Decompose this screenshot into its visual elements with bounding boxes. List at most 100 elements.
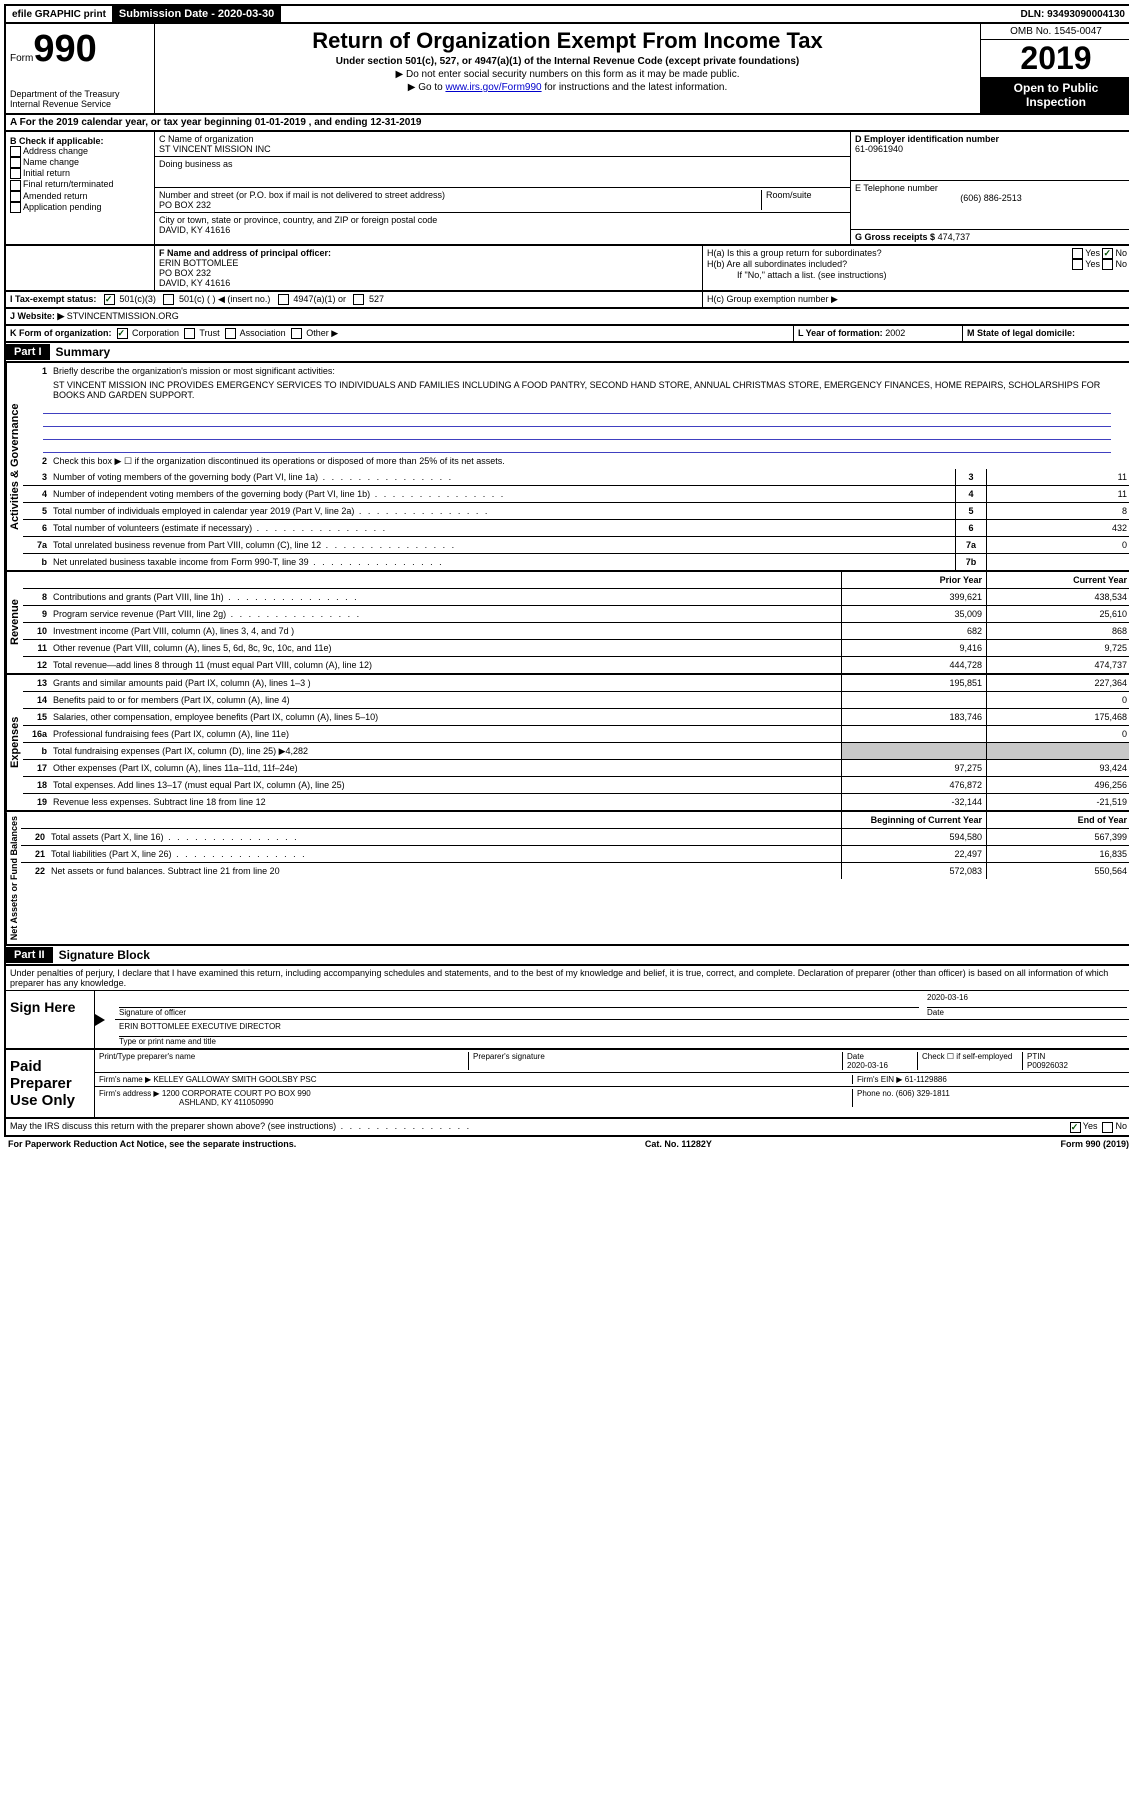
mission-text: ST VINCENT MISSION INC PROVIDES EMERGENC… <box>51 379 1129 401</box>
room-suite-label: Room/suite <box>761 190 846 210</box>
line-15: Salaries, other compensation, employee b… <box>51 711 841 723</box>
cb-other[interactable] <box>291 328 302 339</box>
cb-corp[interactable] <box>117 328 128 339</box>
part-1-header: Part I Summary <box>4 343 1129 363</box>
paid-preparer-label: Paid Preparer Use Only <box>6 1050 95 1117</box>
entity-info: B Check if applicable: Address change Na… <box>4 132 1129 246</box>
tax-year-line: A For the 2019 calendar year, or tax yea… <box>4 115 1129 132</box>
footer-left: For Paperwork Reduction Act Notice, see … <box>8 1139 296 1149</box>
p9: 35,009 <box>841 606 986 622</box>
governance-label: Activities & Governance <box>6 363 23 570</box>
discuss-no[interactable] <box>1102 1122 1113 1133</box>
val-5: 8 <box>986 503 1129 519</box>
website-value: STVINCENTMISSION.ORG <box>67 311 179 321</box>
firm-addr-label: Firm's address ▶ <box>99 1089 160 1098</box>
footer-mid: Cat. No. 11282Y <box>645 1139 712 1149</box>
p11: 9,416 <box>841 640 986 656</box>
preparer-sig-label: Preparer's signature <box>469 1052 843 1070</box>
p16b <box>841 743 986 759</box>
website-row: J Website: ▶ STVINCENTMISSION.ORG <box>4 309 1129 326</box>
line-17: Other expenses (Part IX, column (A), lin… <box>51 762 841 774</box>
name-title-label: Type or print name and title <box>119 1036 1127 1046</box>
expenses-section: Expenses 13Grants and similar amounts pa… <box>4 675 1129 812</box>
line-12: Total revenue—add lines 8 through 11 (mu… <box>51 659 841 671</box>
i-label: I Tax-exempt status: <box>10 294 96 304</box>
hb-no[interactable] <box>1102 259 1113 270</box>
cb-name-change[interactable]: Name change <box>10 157 150 168</box>
org-name: ST VINCENT MISSION INC <box>159 144 846 154</box>
hb-yes[interactable] <box>1072 259 1083 270</box>
sign-here-section: Sign Here Signature of officer 2020-03-1… <box>4 991 1129 1050</box>
c12: 474,737 <box>986 657 1129 673</box>
discuss-yes[interactable] <box>1070 1122 1081 1133</box>
p17: 97,275 <box>841 760 986 776</box>
cb-amended[interactable]: Amended return <box>10 191 150 202</box>
ptin-value: P00926032 <box>1027 1061 1068 1070</box>
cb-address-change[interactable]: Address change <box>10 146 150 157</box>
val-7a: 0 <box>986 537 1129 553</box>
footer-right: Form 990 (2019) <box>1060 1139 1129 1149</box>
submission-date: Submission Date - 2020-03-30 <box>113 6 281 22</box>
open-public-badge: Open to Public Inspection <box>981 77 1129 113</box>
line-20: Total assets (Part X, line 16) <box>49 831 841 843</box>
officer-name-title: ERIN BOTTOMLEE EXECUTIVE DIRECTOR <box>119 1022 1127 1036</box>
prior-year-header: Prior Year <box>841 572 986 588</box>
ein-label: D Employer identification number <box>855 134 1127 144</box>
self-employed-check[interactable]: Check ☐ if self-employed <box>918 1052 1023 1070</box>
cb-501c[interactable] <box>163 294 174 305</box>
dba-label: Doing business as <box>159 159 846 169</box>
l-value: 2002 <box>885 328 905 338</box>
c15: 175,468 <box>986 709 1129 725</box>
sign-here-label: Sign Here <box>6 991 95 1048</box>
cb-pending[interactable]: Application pending <box>10 202 150 213</box>
p14 <box>841 692 986 708</box>
p21: 22,497 <box>841 846 986 862</box>
ha-no[interactable] <box>1102 248 1113 259</box>
line-5: Total number of individuals employed in … <box>51 505 955 517</box>
p13: 195,851 <box>841 675 986 691</box>
hb-note: If "No," attach a list. (see instruction… <box>707 270 1127 280</box>
line-18: Total expenses. Add lines 13–17 (must eq… <box>51 779 841 791</box>
cb-527[interactable] <box>353 294 364 305</box>
p16a <box>841 726 986 742</box>
c8: 438,534 <box>986 589 1129 605</box>
line-7b: Net unrelated business taxable income fr… <box>51 556 955 568</box>
f-label: F Name and address of principal officer: <box>159 248 698 258</box>
cb-4947[interactable] <box>278 294 289 305</box>
prep-date-value: 2020-03-16 <box>847 1061 888 1070</box>
l-label: L Year of formation: <box>798 328 883 338</box>
c16b <box>986 743 1129 759</box>
subtitle-1: Under section 501(c), 527, or 4947(a)(1)… <box>159 56 976 67</box>
cb-final-return[interactable]: Final return/terminated <box>10 179 150 190</box>
phone-value: (606) 886-2513 <box>855 193 1127 203</box>
officer-group-row: F Name and address of principal officer:… <box>4 246 1129 292</box>
firm-phone-label: Phone no. <box>857 1089 893 1098</box>
irs-label: Internal Revenue Service <box>10 99 150 109</box>
p12: 444,728 <box>841 657 986 673</box>
form-header: Form990 Department of the Treasury Inter… <box>4 24 1129 115</box>
cb-initial-return[interactable]: Initial return <box>10 168 150 179</box>
ha-yes[interactable] <box>1072 248 1083 259</box>
c17: 93,424 <box>986 760 1129 776</box>
gross-receipts-label: G Gross receipts $ <box>855 232 935 242</box>
val-6: 432 <box>986 520 1129 536</box>
irs-link[interactable]: www.irs.gov/Form990 <box>445 82 541 93</box>
hc-label: H(c) Group exemption number ▶ <box>703 292 1129 307</box>
org-city: DAVID, KY 41616 <box>159 225 846 235</box>
dln: DLN: 93493090004130 <box>1014 6 1129 22</box>
current-year-header: Current Year <box>986 572 1129 588</box>
revenue-label: Revenue <box>6 572 23 673</box>
p22: 572,083 <box>841 863 986 879</box>
val-4: 11 <box>986 486 1129 502</box>
sig-officer-label: Signature of officer <box>119 1007 919 1017</box>
val-7b <box>986 554 1129 570</box>
efile-print-btn[interactable]: efile GRAPHIC print <box>6 6 113 22</box>
ha-label: H(a) Is this a group return for subordin… <box>707 248 882 259</box>
officer-addr1: PO BOX 232 <box>159 268 698 278</box>
cb-501c3[interactable] <box>104 294 115 305</box>
tax-status-row: I Tax-exempt status: 501(c)(3) 501(c) ( … <box>4 292 1129 309</box>
c14: 0 <box>986 692 1129 708</box>
cb-assoc[interactable] <box>225 328 236 339</box>
cb-trust[interactable] <box>184 328 195 339</box>
c13: 227,364 <box>986 675 1129 691</box>
